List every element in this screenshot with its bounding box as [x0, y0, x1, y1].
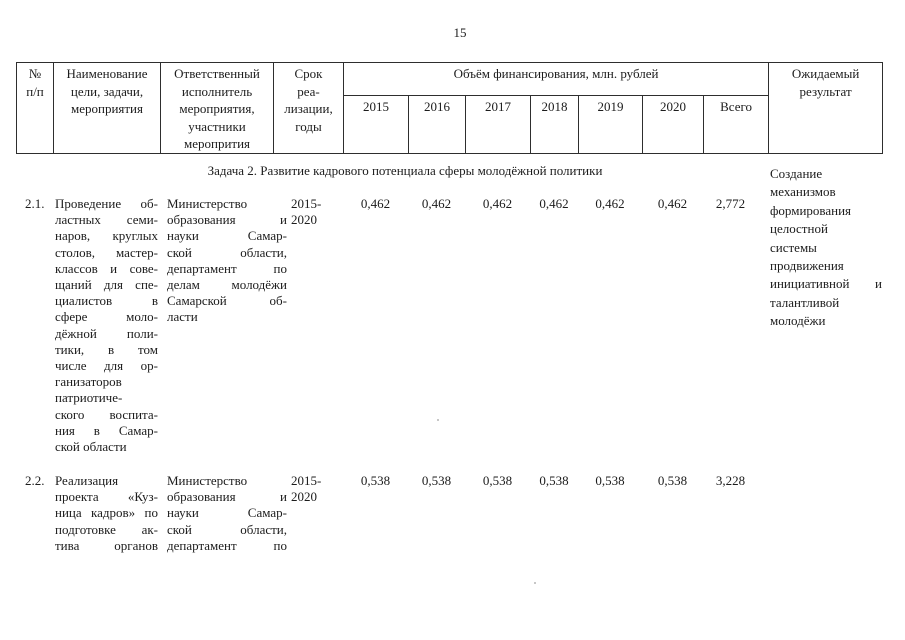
- funding-value-total: 2,772: [715, 196, 746, 211]
- funding-value-2015: 0,462: [360, 196, 391, 211]
- funding-value-2015: 0,538: [360, 473, 391, 488]
- section-title: Задача 2. Развитие кадрового потенциала …: [207, 163, 603, 178]
- row-number: 2.2.: [25, 473, 45, 488]
- implementation-term: 2015- 2020: [291, 196, 322, 228]
- header-cell-year-2017: 2017: [465, 95, 531, 154]
- header-cell-num: № п/п: [16, 62, 54, 154]
- section-expected-result: Создание механизмов формирования целостной с…: [770, 166, 882, 329]
- header-cell-year-2016: 2016: [408, 95, 466, 154]
- header-cell-name: Наименование цели, задачи, мероприятия: [53, 62, 161, 154]
- activity-name: Проведение об-ластных семи-наров, круглы…: [55, 196, 158, 455]
- header-cell-responsible: Ответственный исполнитель мероприятия, учас…: [160, 62, 274, 154]
- funding-value-2017: 0,462: [482, 196, 513, 211]
- header-cell-year-2015: 2015: [343, 95, 409, 154]
- funding-value-2019: 0,538: [595, 473, 625, 488]
- funding-value-2018: 0,462: [539, 196, 569, 211]
- responsible-executor: Министерство образования и науки Самар-ско…: [167, 196, 287, 325]
- header-cell-funding-group: Объём финансирования, млн. рублей: [342, 62, 770, 96]
- scan-speck: [534, 582, 536, 584]
- funding-value-total: 3,228: [715, 473, 746, 488]
- responsible-executor: Министерство образования и науки Самар-ско…: [167, 473, 287, 553]
- scan-speck: [437, 419, 439, 421]
- funding-value-2020: 0,462: [657, 196, 688, 211]
- header-cell-expected: Ожидаемый результат: [768, 62, 884, 154]
- table-header: № п/п Наименование цели, задачи, мероприяти…: [16, 62, 884, 154]
- header-cell-total: Всего: [702, 95, 770, 154]
- activity-name: Реализация проекта «Куз-ница кадров» по по…: [55, 473, 158, 553]
- page-number: 15: [453, 25, 467, 40]
- funding-value-2017: 0,538: [482, 473, 513, 488]
- header-cell-year-2018: 2018: [530, 95, 579, 154]
- funding-value-2019: 0,462: [595, 196, 625, 211]
- row-number: 2.1.: [25, 196, 45, 211]
- header-cell-year-2019: 2019: [578, 95, 643, 154]
- funding-value-2020: 0,538: [657, 473, 688, 488]
- funding-value-2016: 0,462: [421, 196, 452, 211]
- funding-value-2016: 0,538: [421, 473, 452, 488]
- header-cell-term: Срок реа-лизации, годы: [273, 62, 344, 154]
- header-cell-year-2020: 2020: [642, 95, 704, 154]
- funding-value-2018: 0,538: [539, 473, 569, 488]
- implementation-term: 2015- 2020: [291, 473, 322, 505]
